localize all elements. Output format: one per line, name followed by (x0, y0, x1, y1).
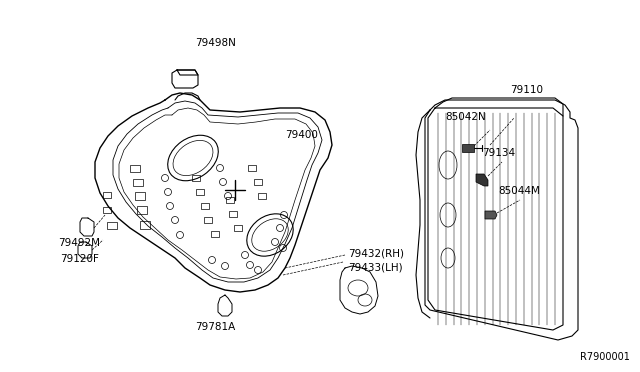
Text: 85044M: 85044M (498, 186, 540, 196)
Text: 79432(RH): 79432(RH) (348, 248, 404, 258)
Text: 85042N: 85042N (445, 112, 486, 122)
Text: 79492M: 79492M (58, 238, 100, 248)
Text: 79110: 79110 (510, 85, 543, 95)
Text: 79498N: 79498N (195, 38, 236, 48)
Polygon shape (476, 174, 488, 186)
Text: 79400: 79400 (285, 130, 318, 140)
Text: 79120F: 79120F (60, 254, 99, 264)
Text: 79781A: 79781A (195, 322, 236, 332)
Text: R7900001: R7900001 (580, 352, 630, 362)
Text: 79433(LH): 79433(LH) (348, 262, 403, 272)
Text: 79134: 79134 (482, 148, 515, 158)
Polygon shape (485, 211, 497, 219)
Polygon shape (462, 144, 474, 152)
